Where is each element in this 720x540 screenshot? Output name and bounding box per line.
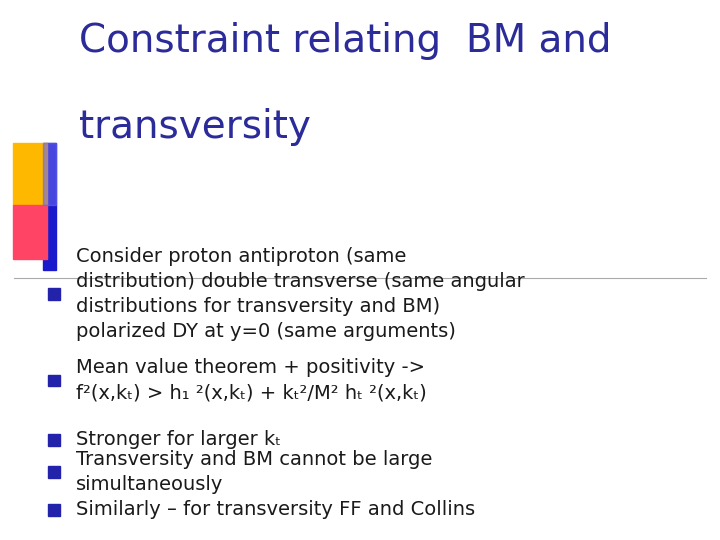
Bar [13, 205, 47, 259]
Bar [48, 288, 60, 300]
Bar [43, 143, 56, 270]
Text: Similarly – for transversity FF and Collins: Similarly – for transversity FF and Coll… [76, 501, 474, 519]
Bar [48, 434, 60, 446]
Text: Stronger for larger kₜ: Stronger for larger kₜ [76, 430, 281, 449]
Bar [48, 467, 60, 478]
Text: Consider proton antiproton (same
distribution) double transverse (same angular
d: Consider proton antiproton (same distrib… [76, 247, 524, 341]
Text: Mean value theorem + positivity ->
f²(x,kₜ) > h₁ ²(x,kₜ) + kₜ²/M² hₜ ²(x,kₜ): Mean value theorem + positivity -> f²(x,… [76, 359, 426, 402]
Bar [48, 375, 60, 386]
Bar [43, 143, 56, 205]
Text: Constraint relating  BM and: Constraint relating BM and [79, 22, 612, 59]
Bar [13, 143, 47, 205]
Text: transversity: transversity [79, 108, 311, 146]
Bar [48, 504, 60, 516]
Text: Transversity and BM cannot be large
simultaneously: Transversity and BM cannot be large simu… [76, 450, 432, 494]
